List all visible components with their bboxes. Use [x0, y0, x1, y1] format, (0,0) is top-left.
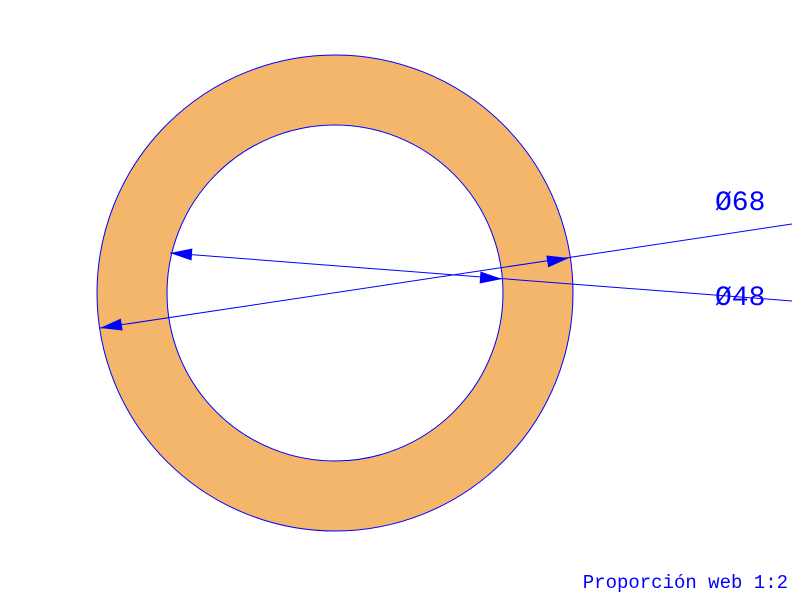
outer-diameter-line [100, 224, 792, 328]
diagram-canvas: Ø68 Ø48 Proporción web 1:2 [0, 0, 800, 600]
scale-note: Proporción web 1:2 [583, 572, 788, 594]
inner-arrow-2 [480, 271, 502, 283]
outer-diameter-label: Ø68 [715, 188, 765, 219]
inner-arrow-1 [170, 249, 192, 261]
inner-diameter-label: Ø48 [715, 283, 765, 314]
